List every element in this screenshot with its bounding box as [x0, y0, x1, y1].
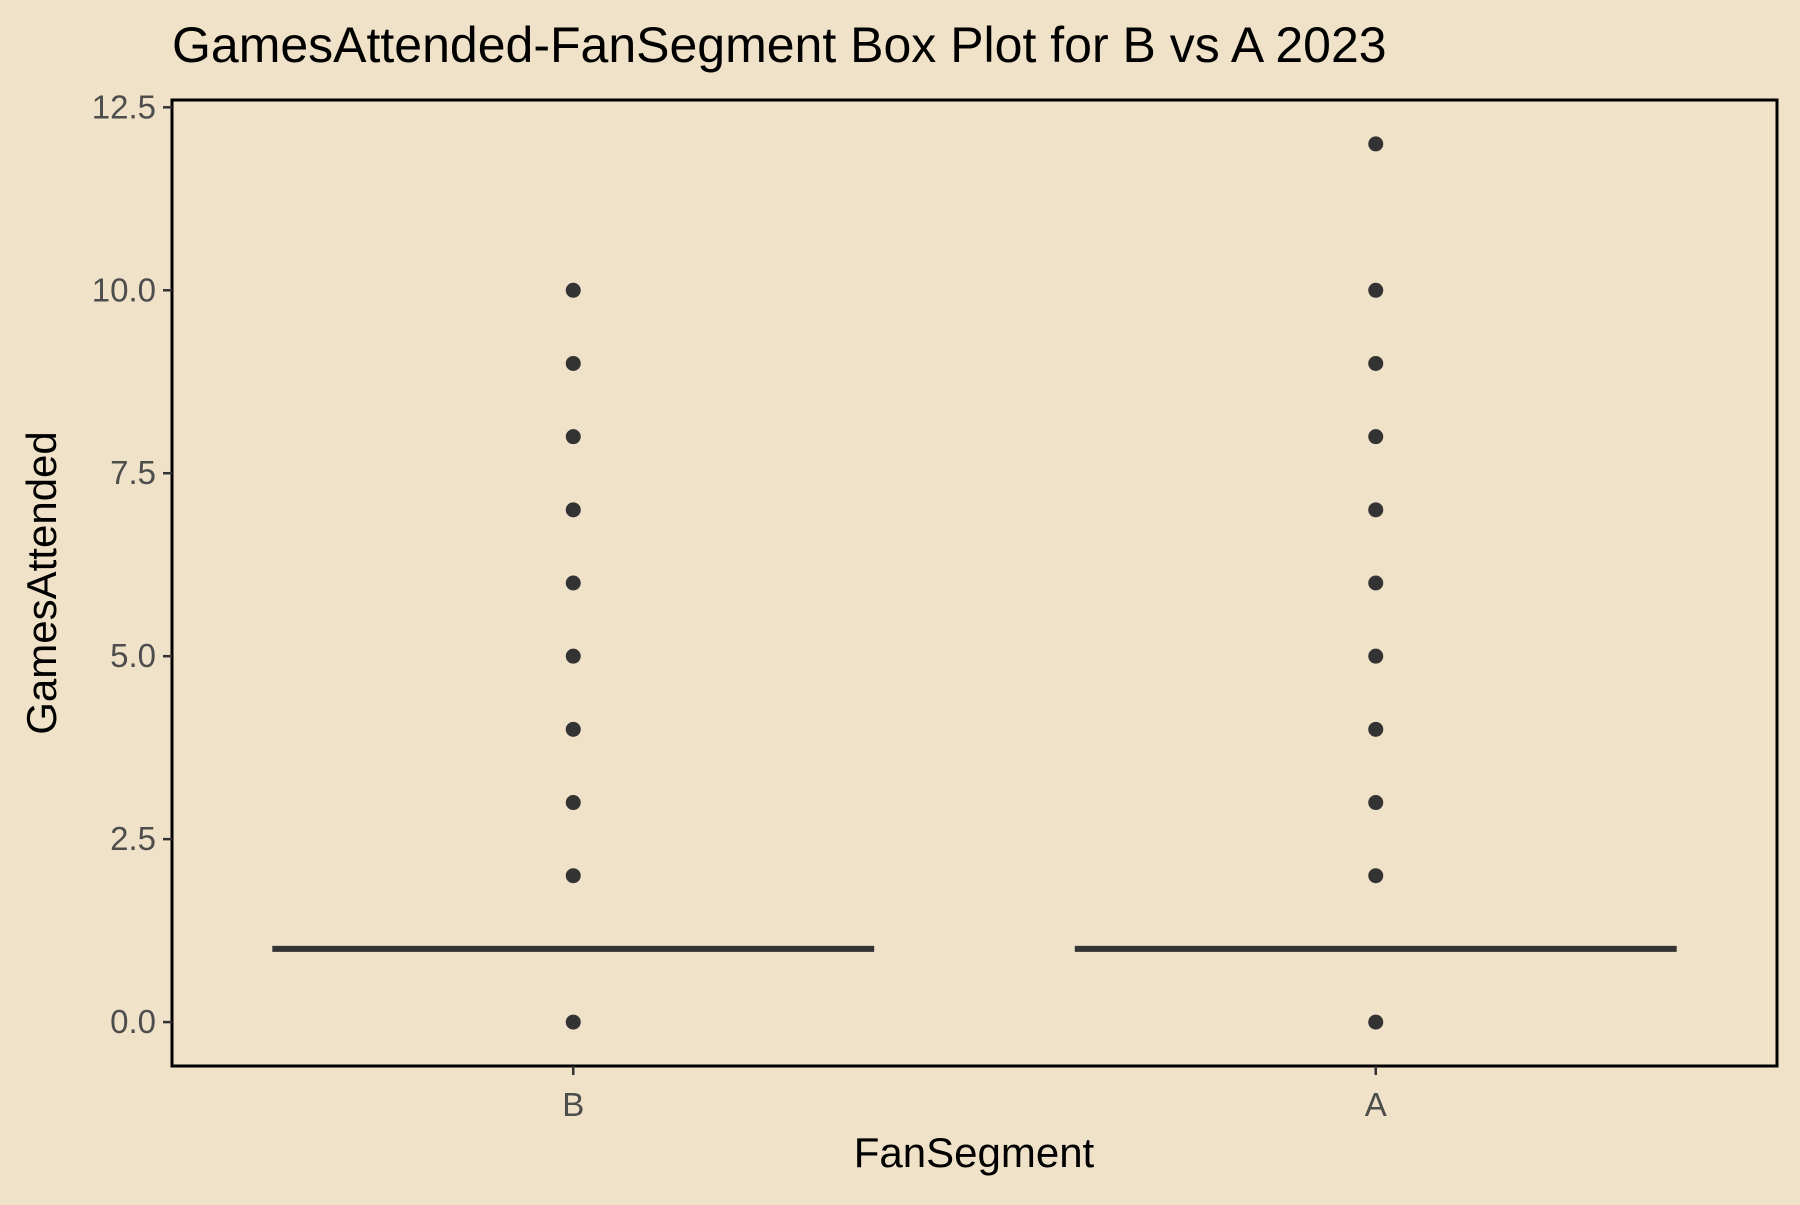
box-a — [1074, 136, 1677, 1030]
outlier-point — [1368, 429, 1384, 445]
y-tick-label: 10.0 — [92, 271, 156, 308]
outlier-point — [1368, 136, 1384, 152]
outlier-point — [565, 282, 581, 298]
x-tick-label: B — [562, 1086, 584, 1123]
outlier-point — [565, 429, 581, 445]
y-tick-label: 0.0 — [110, 1003, 156, 1040]
outlier-point — [1368, 282, 1384, 298]
chart-marks — [272, 136, 1677, 1030]
y-axis-title: GamesAttended — [18, 431, 65, 735]
y-tick-label: 5.0 — [110, 637, 156, 674]
outlier-point — [1368, 1014, 1384, 1030]
x-tick-label: A — [1365, 1086, 1387, 1123]
outlier-point — [1368, 575, 1384, 591]
y-tick-label: 7.5 — [110, 454, 156, 491]
outlier-point — [1368, 355, 1384, 371]
outlier-point — [565, 355, 581, 371]
outlier-point — [565, 868, 581, 884]
box-b — [272, 282, 875, 1030]
outlier-point — [1368, 648, 1384, 664]
outlier-point — [1368, 868, 1384, 884]
outlier-point — [565, 575, 581, 591]
outlier-point — [1368, 721, 1384, 737]
outlier-point — [565, 721, 581, 737]
y-tick-label: 2.5 — [110, 820, 156, 857]
y-tick-label: 12.5 — [92, 88, 156, 125]
outlier-point — [565, 502, 581, 518]
y-axis: 0.0 2.5 5.0 7.5 10.0 12.5 — [92, 88, 172, 1040]
chart-title: GamesAttended-FanSegment Box Plot for B … — [172, 17, 1387, 73]
outlier-point — [565, 1014, 581, 1030]
outlier-point — [1368, 502, 1384, 518]
plot-panel-border — [170, 98, 1779, 1068]
x-axis-title: FanSegment — [854, 1129, 1095, 1176]
outlier-point — [565, 648, 581, 664]
outlier-point — [565, 795, 581, 811]
outlier-point — [1368, 795, 1384, 811]
